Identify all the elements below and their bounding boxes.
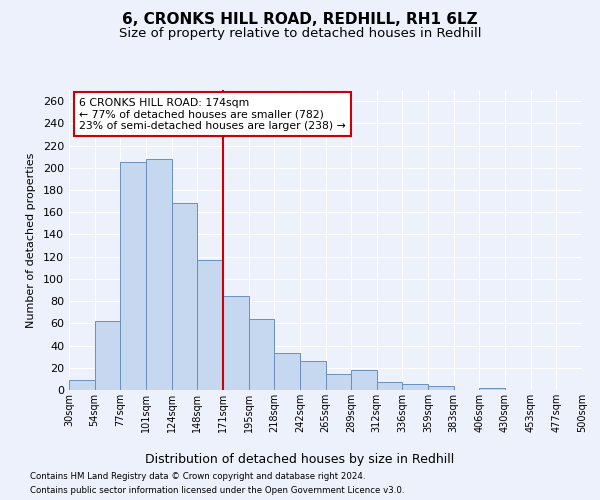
- Bar: [197, 260, 223, 390]
- Text: Size of property relative to detached houses in Redhill: Size of property relative to detached ho…: [119, 28, 481, 40]
- Bar: [274, 354, 300, 390]
- Text: Distribution of detached houses by size in Redhill: Distribution of detached houses by size …: [145, 452, 455, 466]
- Bar: [69, 380, 95, 390]
- Bar: [300, 361, 325, 390]
- Bar: [403, 384, 428, 390]
- Text: Contains HM Land Registry data © Crown copyright and database right 2024.: Contains HM Land Registry data © Crown c…: [30, 472, 365, 481]
- Bar: [479, 388, 505, 390]
- Bar: [248, 319, 274, 390]
- Text: 6, CRONKS HILL ROAD, REDHILL, RH1 6LZ: 6, CRONKS HILL ROAD, REDHILL, RH1 6LZ: [122, 12, 478, 28]
- Bar: [223, 296, 248, 390]
- Bar: [351, 370, 377, 390]
- Y-axis label: Number of detached properties: Number of detached properties: [26, 152, 36, 328]
- Text: Contains public sector information licensed under the Open Government Licence v3: Contains public sector information licen…: [30, 486, 404, 495]
- Bar: [146, 159, 172, 390]
- Bar: [377, 382, 403, 390]
- Bar: [428, 386, 454, 390]
- Bar: [95, 321, 121, 390]
- Bar: [325, 374, 351, 390]
- Bar: [121, 162, 146, 390]
- Text: 6 CRONKS HILL ROAD: 174sqm
← 77% of detached houses are smaller (782)
23% of sem: 6 CRONKS HILL ROAD: 174sqm ← 77% of deta…: [79, 98, 346, 130]
- Bar: [172, 204, 197, 390]
